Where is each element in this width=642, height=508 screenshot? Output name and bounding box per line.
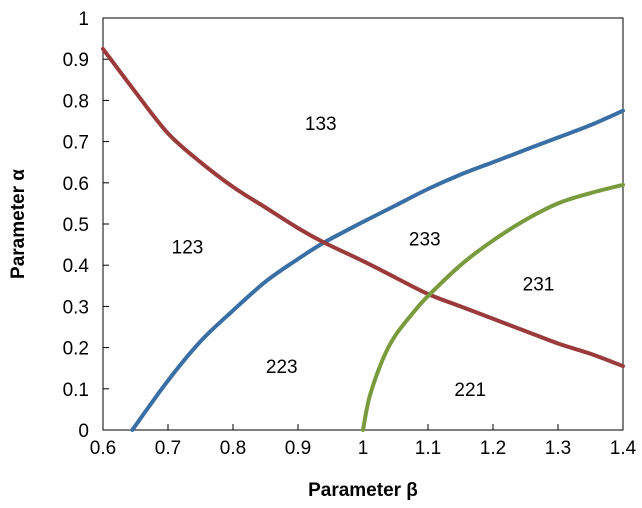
region-labels: 133 123 233 231 223 221 [172,114,555,401]
y-tick-label: 0.5 [63,215,89,236]
y-tick-label: 0.7 [63,133,89,154]
x-tick-label: 1.3 [545,438,571,459]
axis-ticks [102,17,624,431]
axis-tick-labels: 0.6 0.7 0.8 0.9 1 1.1 1.2 1.3 1.4 0 0.1 0.2 0.3 0.4 0.… [63,9,637,459]
series-lines [101,46,625,432]
series-line-3 [361,182,625,432]
y-tick-label: 0.4 [63,256,90,277]
x-tick-label: 1 [358,438,369,459]
y-tick-label: 0.6 [63,174,89,195]
region-label: 123 [172,238,204,259]
x-tick-label: 1.1 [415,438,441,459]
series-line-2 [101,46,625,369]
x-tick-label: 0.7 [155,438,181,459]
region-label: 223 [266,357,298,378]
y-tick-label: 0.9 [63,50,89,71]
x-tick-label: 1.4 [610,438,637,459]
x-tick-label: 0.8 [220,438,246,459]
region-label: 231 [523,275,555,296]
y-tick-label: 0.2 [63,339,89,360]
x-tick-label: 1.2 [480,438,506,459]
y-axis-title: Parameter α [8,169,29,279]
y-tick-label: 0 [78,421,89,442]
region-label: 233 [409,229,441,250]
series-line-1 [130,108,625,432]
region-label: 221 [454,380,486,401]
y-tick-label: 0.1 [63,380,89,401]
x-tick-label: 0.9 [285,438,311,459]
x-axis-title: Parameter β [308,480,418,501]
y-tick-label: 0.8 [63,91,89,112]
y-tick-label: 1 [78,9,89,30]
y-tick-label: 0.3 [63,297,89,318]
x-tick-label: 0.6 [90,438,116,459]
region-label: 133 [305,114,337,135]
